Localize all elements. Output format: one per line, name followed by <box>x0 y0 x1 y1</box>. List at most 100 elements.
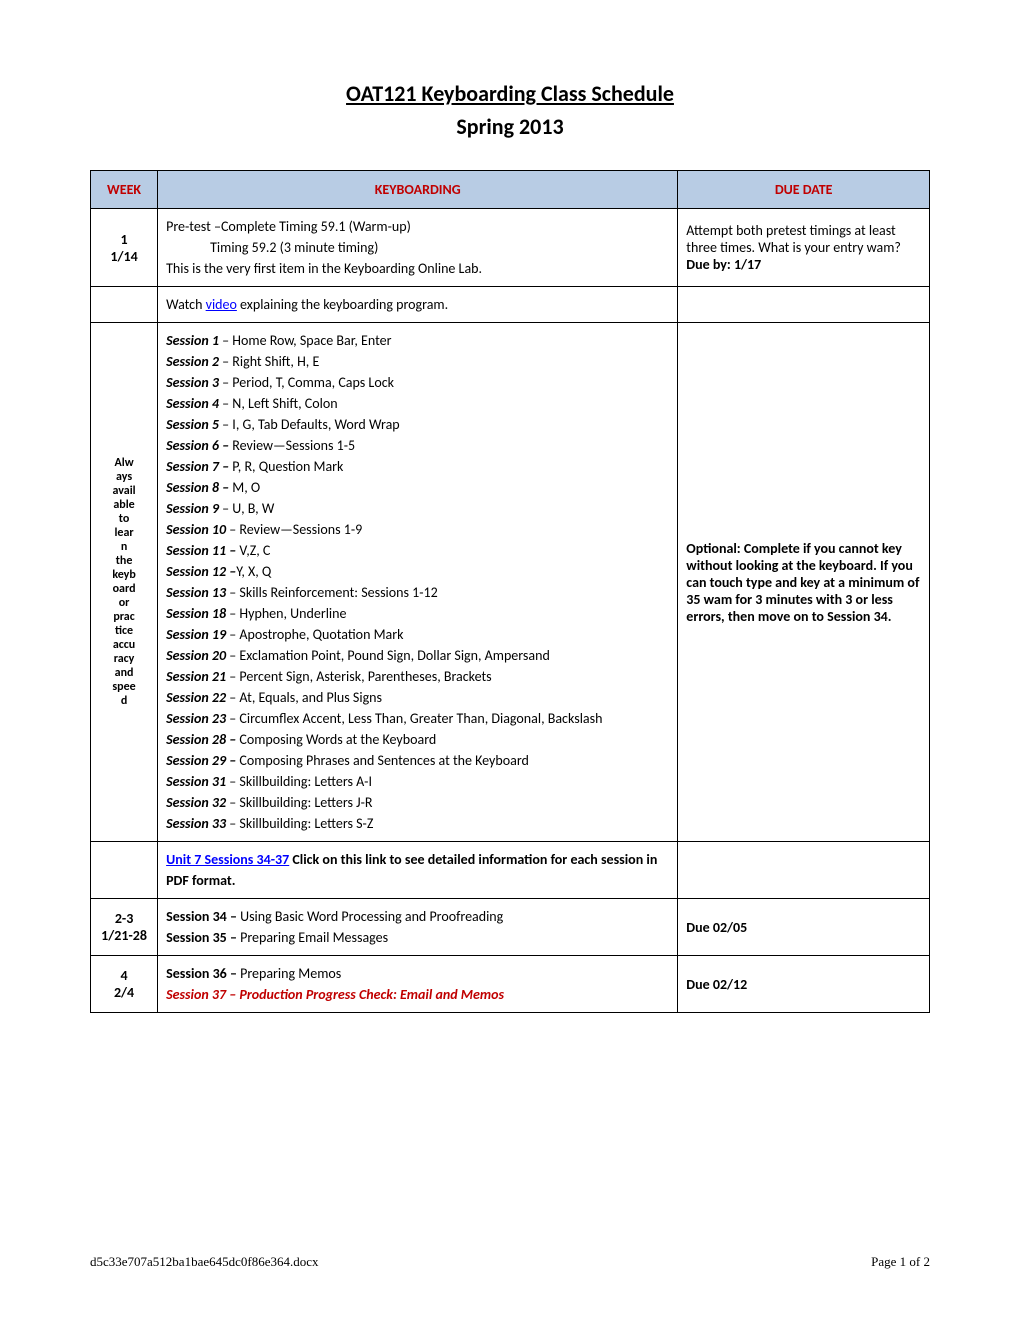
session-desc: – Percent Sign, Asterisk, Parentheses, B… <box>226 668 492 685</box>
session-line: Session 13 – Skills Reinforcement: Sessi… <box>166 582 669 603</box>
week-fragment: ays <box>99 470 149 484</box>
header-due-date: DUE DATE <box>678 171 930 209</box>
session-name: Session 8 – <box>166 479 229 496</box>
table-row: Alwaysavailabletolearnthekeyboardorpract… <box>91 323 930 842</box>
session-35-desc: Preparing Email Messages <box>240 929 388 946</box>
week-fragment: and <box>99 666 149 680</box>
session-name: Session 10 <box>166 521 226 538</box>
session-desc: – Home Row, Space Bar, Enter <box>219 332 391 349</box>
session-desc: – U, B, W <box>219 500 274 517</box>
pretest-line-3: This is the very first item in the Keybo… <box>166 258 669 279</box>
session-name: Session 22 <box>166 689 226 706</box>
keyboarding-cell: Session 34 – Using Basic Word Processing… <box>158 899 678 956</box>
week-cell-always: Alwaysavailabletolearnthekeyboardorpract… <box>91 323 158 842</box>
session-desc: – Review—Sessions 1-9 <box>226 521 362 538</box>
due-cell: Attempt both pretest timings at least th… <box>678 209 930 287</box>
session-desc: – Circumflex Accent, Less Than, Greater … <box>226 710 602 727</box>
session-desc: M, O <box>229 479 260 496</box>
session-line: Session 22 – At, Equals, and Plus Signs <box>166 687 669 708</box>
due-cell-optional: Optional: Complete if you cannot key wit… <box>678 323 930 842</box>
footer-filename: d5c33e707a512ba1bae645dc0f86e364.docx <box>90 1254 319 1270</box>
session-desc: – Right Shift, H, E <box>219 353 319 370</box>
session-desc: – Exclamation Point, Pound Sign, Dollar … <box>226 647 550 664</box>
footer-page: Page 1 of 2 <box>871 1254 930 1270</box>
session-name: Session 6 – <box>166 437 229 454</box>
session-line: Session 32 – Skillbuilding: Letters J-R <box>166 792 669 813</box>
unit7-cell: Unit 7 Sessions 34-37 Click on this link… <box>158 842 678 899</box>
keyboarding-cell: Pre-test –Complete Timing 59.1 (Warm-up)… <box>158 209 678 287</box>
keyboarding-cell: Session 36 – Preparing Memos Session 37 … <box>158 956 678 1013</box>
session-line: Session 20 – Exclamation Point, Pound Si… <box>166 645 669 666</box>
week-cell-empty <box>91 842 158 899</box>
session-name: Session 1 <box>166 332 219 349</box>
due-cell-empty <box>678 842 930 899</box>
table-row: 4 2/4 Session 36 – Preparing Memos Sessi… <box>91 956 930 1013</box>
due-cell: Due 02/12 <box>678 956 930 1013</box>
keyboarding-cell: Watch video explaining the keyboarding p… <box>158 287 678 323</box>
session-desc: V,Z, C <box>236 542 270 559</box>
due-cell: Due 02/05 <box>678 899 930 956</box>
week-number: 1 <box>99 231 149 248</box>
session-line: Session 1 – Home Row, Space Bar, Enter <box>166 330 669 351</box>
week-number: 4 <box>99 967 149 984</box>
week-fragment: oard <box>99 582 149 596</box>
session-desc: – I, G, Tab Defaults, Word Wrap <box>219 416 400 433</box>
session-name: Session 4 <box>166 395 219 412</box>
session-name: Session 21 <box>166 668 226 685</box>
session-line: Session 21 – Percent Sign, Asterisk, Par… <box>166 666 669 687</box>
session-line: Session 12 –Y, X, Q <box>166 561 669 582</box>
header-week: WEEK <box>91 171 158 209</box>
video-link[interactable]: video <box>206 296 237 313</box>
week-fragment: Alw <box>99 456 149 470</box>
session-desc: – Apostrophe, Quotation Mark <box>226 626 403 643</box>
session-desc: – At, Equals, and Plus Signs <box>226 689 382 706</box>
session-desc: – N, Left Shift, Colon <box>219 395 338 412</box>
session-line: Session 6 – Review—Sessions 1-5 <box>166 435 669 456</box>
sessions-cell: Session 1 – Home Row, Space Bar, EnterSe… <box>158 323 678 842</box>
watch-prefix: Watch <box>166 296 206 313</box>
table-row: Unit 7 Sessions 34-37 Click on this link… <box>91 842 930 899</box>
session-line: Session 9 – U, B, W <box>166 498 669 519</box>
session-line: Session 7 – P, R, Question Mark <box>166 456 669 477</box>
session-desc: Y, X, Q <box>236 563 271 580</box>
session-desc: – Hyphen, Underline <box>226 605 346 622</box>
session-line: Session 10 – Review—Sessions 1-9 <box>166 519 669 540</box>
session-desc: Review—Sessions 1-5 <box>229 437 355 454</box>
schedule-table: WEEK KEYBOARDING DUE DATE 1 1/14 Pre-tes… <box>90 170 930 1013</box>
unit7-link[interactable]: Unit 7 Sessions 34-37 <box>166 851 289 868</box>
session-name: Session 19 <box>166 626 226 643</box>
document-subtitle: Spring 2013 <box>90 113 930 140</box>
week-number: 2-3 <box>99 910 149 927</box>
session-36-name: Session 36 – <box>166 965 240 982</box>
session-name: Session 33 <box>166 815 226 832</box>
week-date: 1/21-28 <box>99 927 149 944</box>
session-name: Session 5 <box>166 416 219 433</box>
session-line: Session 31 – Skillbuilding: Letters A-I <box>166 771 669 792</box>
session-line: Session 19 – Apostrophe, Quotation Mark <box>166 624 669 645</box>
session-desc: – Period, T, Comma, Caps Lock <box>219 374 394 391</box>
session-desc: – Skillbuilding: Letters J-R <box>226 794 372 811</box>
session-line: Session 5 – I, G, Tab Defaults, Word Wra… <box>166 414 669 435</box>
week-fragment: or <box>99 596 149 610</box>
week-fragment: keyb <box>99 568 149 582</box>
session-name: Session 9 <box>166 500 219 517</box>
table-row: Watch video explaining the keyboarding p… <box>91 287 930 323</box>
week-fragment: accu <box>99 638 149 652</box>
session-line: Session 33 – Skillbuilding: Letters S-Z <box>166 813 669 834</box>
session-desc: Composing Phrases and Sentences at the K… <box>236 752 529 769</box>
week-cell-empty <box>91 287 158 323</box>
week-date: 1/14 <box>99 248 149 265</box>
week-date: 2/4 <box>99 984 149 1001</box>
week-fragment: tice <box>99 624 149 638</box>
session-desc: Composing Words at the Keyboard <box>236 731 436 748</box>
session-desc: P, R, Question Mark <box>229 458 343 475</box>
session-desc: – Skillbuilding: Letters A-I <box>226 773 372 790</box>
table-row: 1 1/14 Pre-test –Complete Timing 59.1 (W… <box>91 209 930 287</box>
due-text: Attempt both pretest timings at least th… <box>686 222 901 256</box>
due-by: Due by: 1/17 <box>686 256 761 273</box>
session-name: Session 13 <box>166 584 226 601</box>
session-name: Session 12 – <box>166 563 236 580</box>
session-name: Session 7 – <box>166 458 229 475</box>
session-desc: – Skillbuilding: Letters S-Z <box>226 815 373 832</box>
watch-suffix: explaining the keyboarding program. <box>237 296 448 313</box>
